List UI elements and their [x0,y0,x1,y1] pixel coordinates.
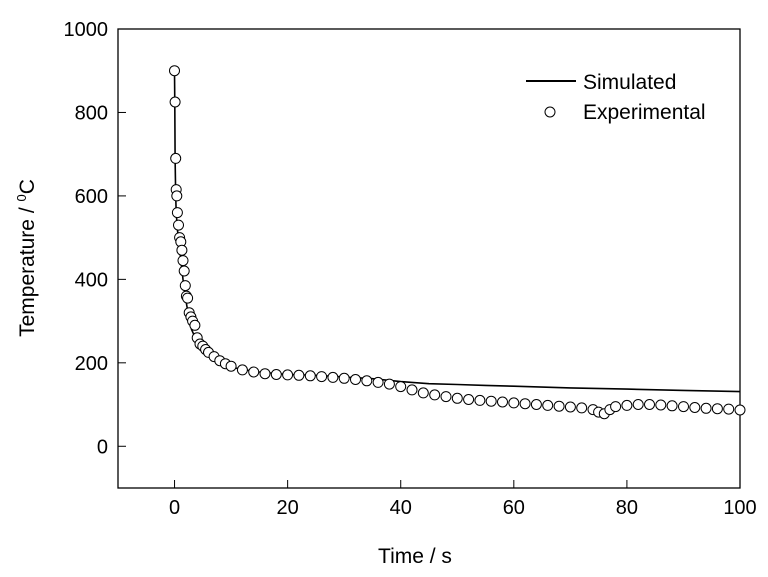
experimental-point [178,265,190,277]
experimental-point [169,65,180,77]
experimental-point [508,397,520,409]
experimental-point [530,399,542,410]
experimental-point [327,371,339,383]
experimental-point [678,401,689,413]
experimental-point [248,366,260,378]
experimental-point [171,207,183,219]
legend-experimental-marker [544,106,556,118]
experimental-point [463,394,475,405]
experimental-point [179,280,191,292]
experimental-point [417,387,429,399]
experimental-point [711,403,723,415]
experimental-point [576,402,588,414]
experimental-point [474,394,486,406]
x-tick-label: 40 [390,497,412,519]
experimental-point [170,152,182,164]
y-tick-label: 400 [75,269,108,291]
experimental-point [350,374,361,385]
legend: Simulated Experimental [526,71,706,124]
experimental-point [519,398,531,410]
experimental-point [236,364,248,376]
experimental-point [689,402,701,413]
experimental-point [225,360,237,372]
experimental-point [176,244,188,256]
experimental-point [644,399,655,410]
y-tick-label: 800 [75,102,108,124]
experimental-point [451,392,463,404]
y-axis-title-main: Temperature / [16,202,39,337]
y-tick-label: 200 [75,353,108,375]
experimental-point [338,372,350,384]
experimental-point [734,404,746,416]
x-tick-label: 100 [723,497,756,519]
experimental-point [564,401,576,413]
experimental-point [304,370,316,382]
experimental-point [655,399,667,411]
x-tick-label: 0 [169,497,180,519]
x-tick-label: 80 [616,497,638,519]
x-tick-label: 20 [277,497,299,519]
y-tick-label: 600 [75,186,108,208]
y-tick-label: 0 [97,436,108,458]
x-axis-title: Time / s [378,545,452,568]
y-axis-title-unit: C [16,179,39,194]
experimental-point [621,399,633,411]
experimental-point [361,375,373,387]
experimental-point [440,391,452,403]
plot-frame [117,28,741,489]
experimental-point [293,369,305,381]
experimental-point [553,400,565,412]
experimental-point [542,399,554,411]
experimental-point [723,403,735,415]
experimental-point [497,396,508,408]
experimental-point [173,219,184,231]
experimental-point [372,376,384,388]
experimental-point [632,399,644,410]
y-axis-title-superscript: 0 [14,194,29,201]
x-tick-label: 60 [503,497,525,519]
y-axis-title: Temperature / 0C [14,179,39,337]
experimental-point [485,395,497,407]
experimental-point [169,96,181,108]
experimental-point [429,389,441,401]
experimental-point [182,292,194,304]
legend-simulated-label: Simulated [583,71,676,94]
experimental-point [666,400,678,412]
experimental-point [177,255,189,267]
experimental-point [316,371,328,383]
experimental-point [259,368,271,380]
experimental-point [395,381,407,393]
experimental-point [610,401,622,413]
experimental-point [171,190,183,202]
experimental-point [282,369,294,381]
experimental-point [189,319,201,331]
experimental-point [383,378,395,390]
experimental-point [406,384,418,396]
experimental-point [270,369,282,380]
legend-experimental-label: Experimental [583,101,706,124]
series-experimental [169,65,746,420]
y-tick-label: 1000 [64,19,109,41]
experimental-point [700,402,712,414]
